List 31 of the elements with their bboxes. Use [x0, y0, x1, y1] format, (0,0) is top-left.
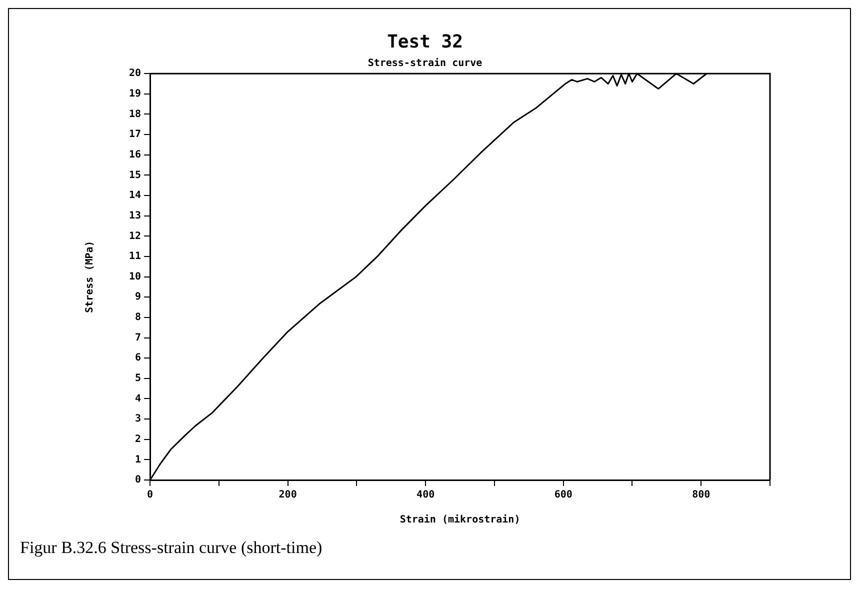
chart-subtitle: Stress-strain curve	[368, 57, 482, 70]
y-tick-label: 16	[128, 149, 142, 160]
y-tick-label: 1	[135, 454, 142, 466]
x-axis-title: Strain (mikrostrain)	[400, 514, 520, 526]
y-tick-label: 13	[128, 210, 142, 222]
y-tick-label: 6	[135, 352, 142, 364]
chart-title: Test 32	[387, 31, 463, 52]
y-tick-label: 8	[135, 312, 142, 324]
x-tick-label: 400	[416, 490, 435, 501]
y-tick-label: 7	[135, 332, 142, 344]
y-tick-label: 9	[135, 292, 142, 303]
x-tick-label: 800	[692, 490, 710, 501]
x-tick-label: 200	[278, 490, 297, 501]
y-tick-label: 14	[128, 190, 142, 202]
text: Figur B.32.6 Stress-strain curve (short-time)	[20, 538, 322, 557]
y-axis-title: Stress (MPa)	[84, 240, 96, 313]
y-tick-label: 17	[128, 129, 142, 140]
y-tick-label: 2	[135, 434, 142, 445]
x-tick-label: 600	[554, 490, 572, 501]
y-tick-label: 11	[128, 251, 142, 262]
y-tick-label: 4	[135, 393, 142, 404]
y-tick-label: 0	[135, 474, 142, 486]
y-tick-label: 18	[128, 108, 142, 120]
y-tick-label: 20	[128, 68, 142, 80]
y-tick-label: 3	[135, 414, 142, 425]
y-tick-label: 15	[128, 170, 142, 181]
y-tick-label: 5	[135, 372, 142, 384]
y-tick-label: 19	[128, 88, 142, 100]
y-tick-label: 12	[128, 230, 142, 242]
y-tick-label: 10	[128, 271, 142, 282]
x-tick-label: 0	[147, 490, 154, 501]
